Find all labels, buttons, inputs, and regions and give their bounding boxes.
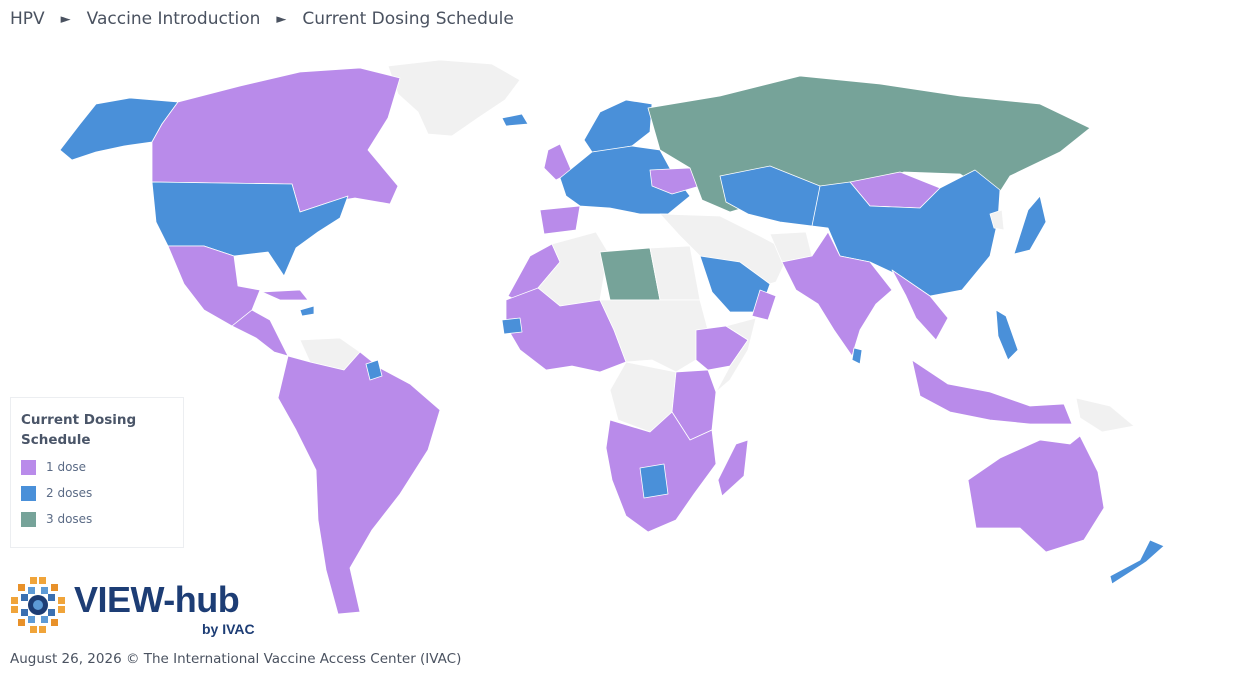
country-botswana[interactable] [639,463,669,499]
country-scandinavia[interactable] [583,99,653,153]
country-central-america[interactable] [231,309,289,357]
country-senegal[interactable] [501,317,523,335]
footer-copyright: August 26, 2026 © The International Vacc… [10,651,462,667]
legend-swatch [21,485,36,501]
country-ukraine[interactable] [649,167,701,195]
country-caribbean[interactable] [299,305,315,317]
view-hub-logo[interactable]: VIEW-hub by IVAC [10,576,270,638]
country-mexico[interactable] [167,245,261,327]
legend-item-3-doses[interactable]: 3 doses [21,510,173,528]
legend-label: 3 doses [46,512,93,526]
country-spain[interactable] [539,205,581,235]
country-papua-new-guinea[interactable] [1075,397,1135,433]
country-libya[interactable] [599,247,661,301]
breadcrumb-separator-icon: ► [276,11,287,27]
breadcrumb-vaccine-introduction[interactable]: Vaccine Introduction [86,9,261,29]
breadcrumb-hpv[interactable]: HPV [10,9,45,29]
logo-subtext: by IVAC [202,621,255,637]
country-north-korea[interactable] [989,209,1005,231]
country-india[interactable] [781,231,893,357]
country-suriname[interactable] [365,359,383,381]
country-somalia[interactable] [715,317,757,393]
breadcrumb: HPV ► Vaccine Introduction ► Current Dos… [10,9,514,29]
legend-item-2-doses[interactable]: 2 doses [21,484,173,502]
country-iceland[interactable] [501,113,529,127]
legend-swatch [21,511,36,527]
legend-label: 2 doses [46,486,93,500]
country-new-zealand[interactable] [1109,539,1165,585]
country-madagascar[interactable] [717,439,749,497]
country-central-africa[interactable] [599,299,709,373]
country-china[interactable] [811,169,1001,297]
country-indonesia[interactable] [911,359,1073,425]
legend-swatch [21,459,36,475]
breadcrumb-current-dosing-schedule: Current Dosing Schedule [302,9,514,29]
country-southeast-asia[interactable] [891,269,949,341]
legend-title: Current Dosing Schedule [21,412,137,448]
legend: Current Dosing Schedule 1 dose 2 doses 3… [10,397,184,548]
country-australia[interactable] [967,435,1105,553]
country-philippines[interactable] [995,309,1019,361]
country-cuba[interactable] [261,289,309,301]
country-greenland[interactable] [387,59,521,137]
legend-item-1-dose[interactable]: 1 dose [21,458,173,476]
country-oman[interactable] [751,289,777,321]
breadcrumb-separator-icon: ► [60,11,71,27]
logo-text: VIEW-hub [74,579,240,620]
country-japan[interactable] [1013,195,1047,255]
view-hub-logo-icon [11,577,65,633]
country-canada[interactable] [151,67,401,213]
country-sri-lanka[interactable] [851,347,863,365]
country-south-america[interactable] [277,351,441,615]
country-west-africa[interactable] [505,287,627,373]
legend-label: 1 dose [46,460,87,474]
country-western-europe[interactable] [559,145,691,215]
world-map[interactable] [0,40,1250,640]
